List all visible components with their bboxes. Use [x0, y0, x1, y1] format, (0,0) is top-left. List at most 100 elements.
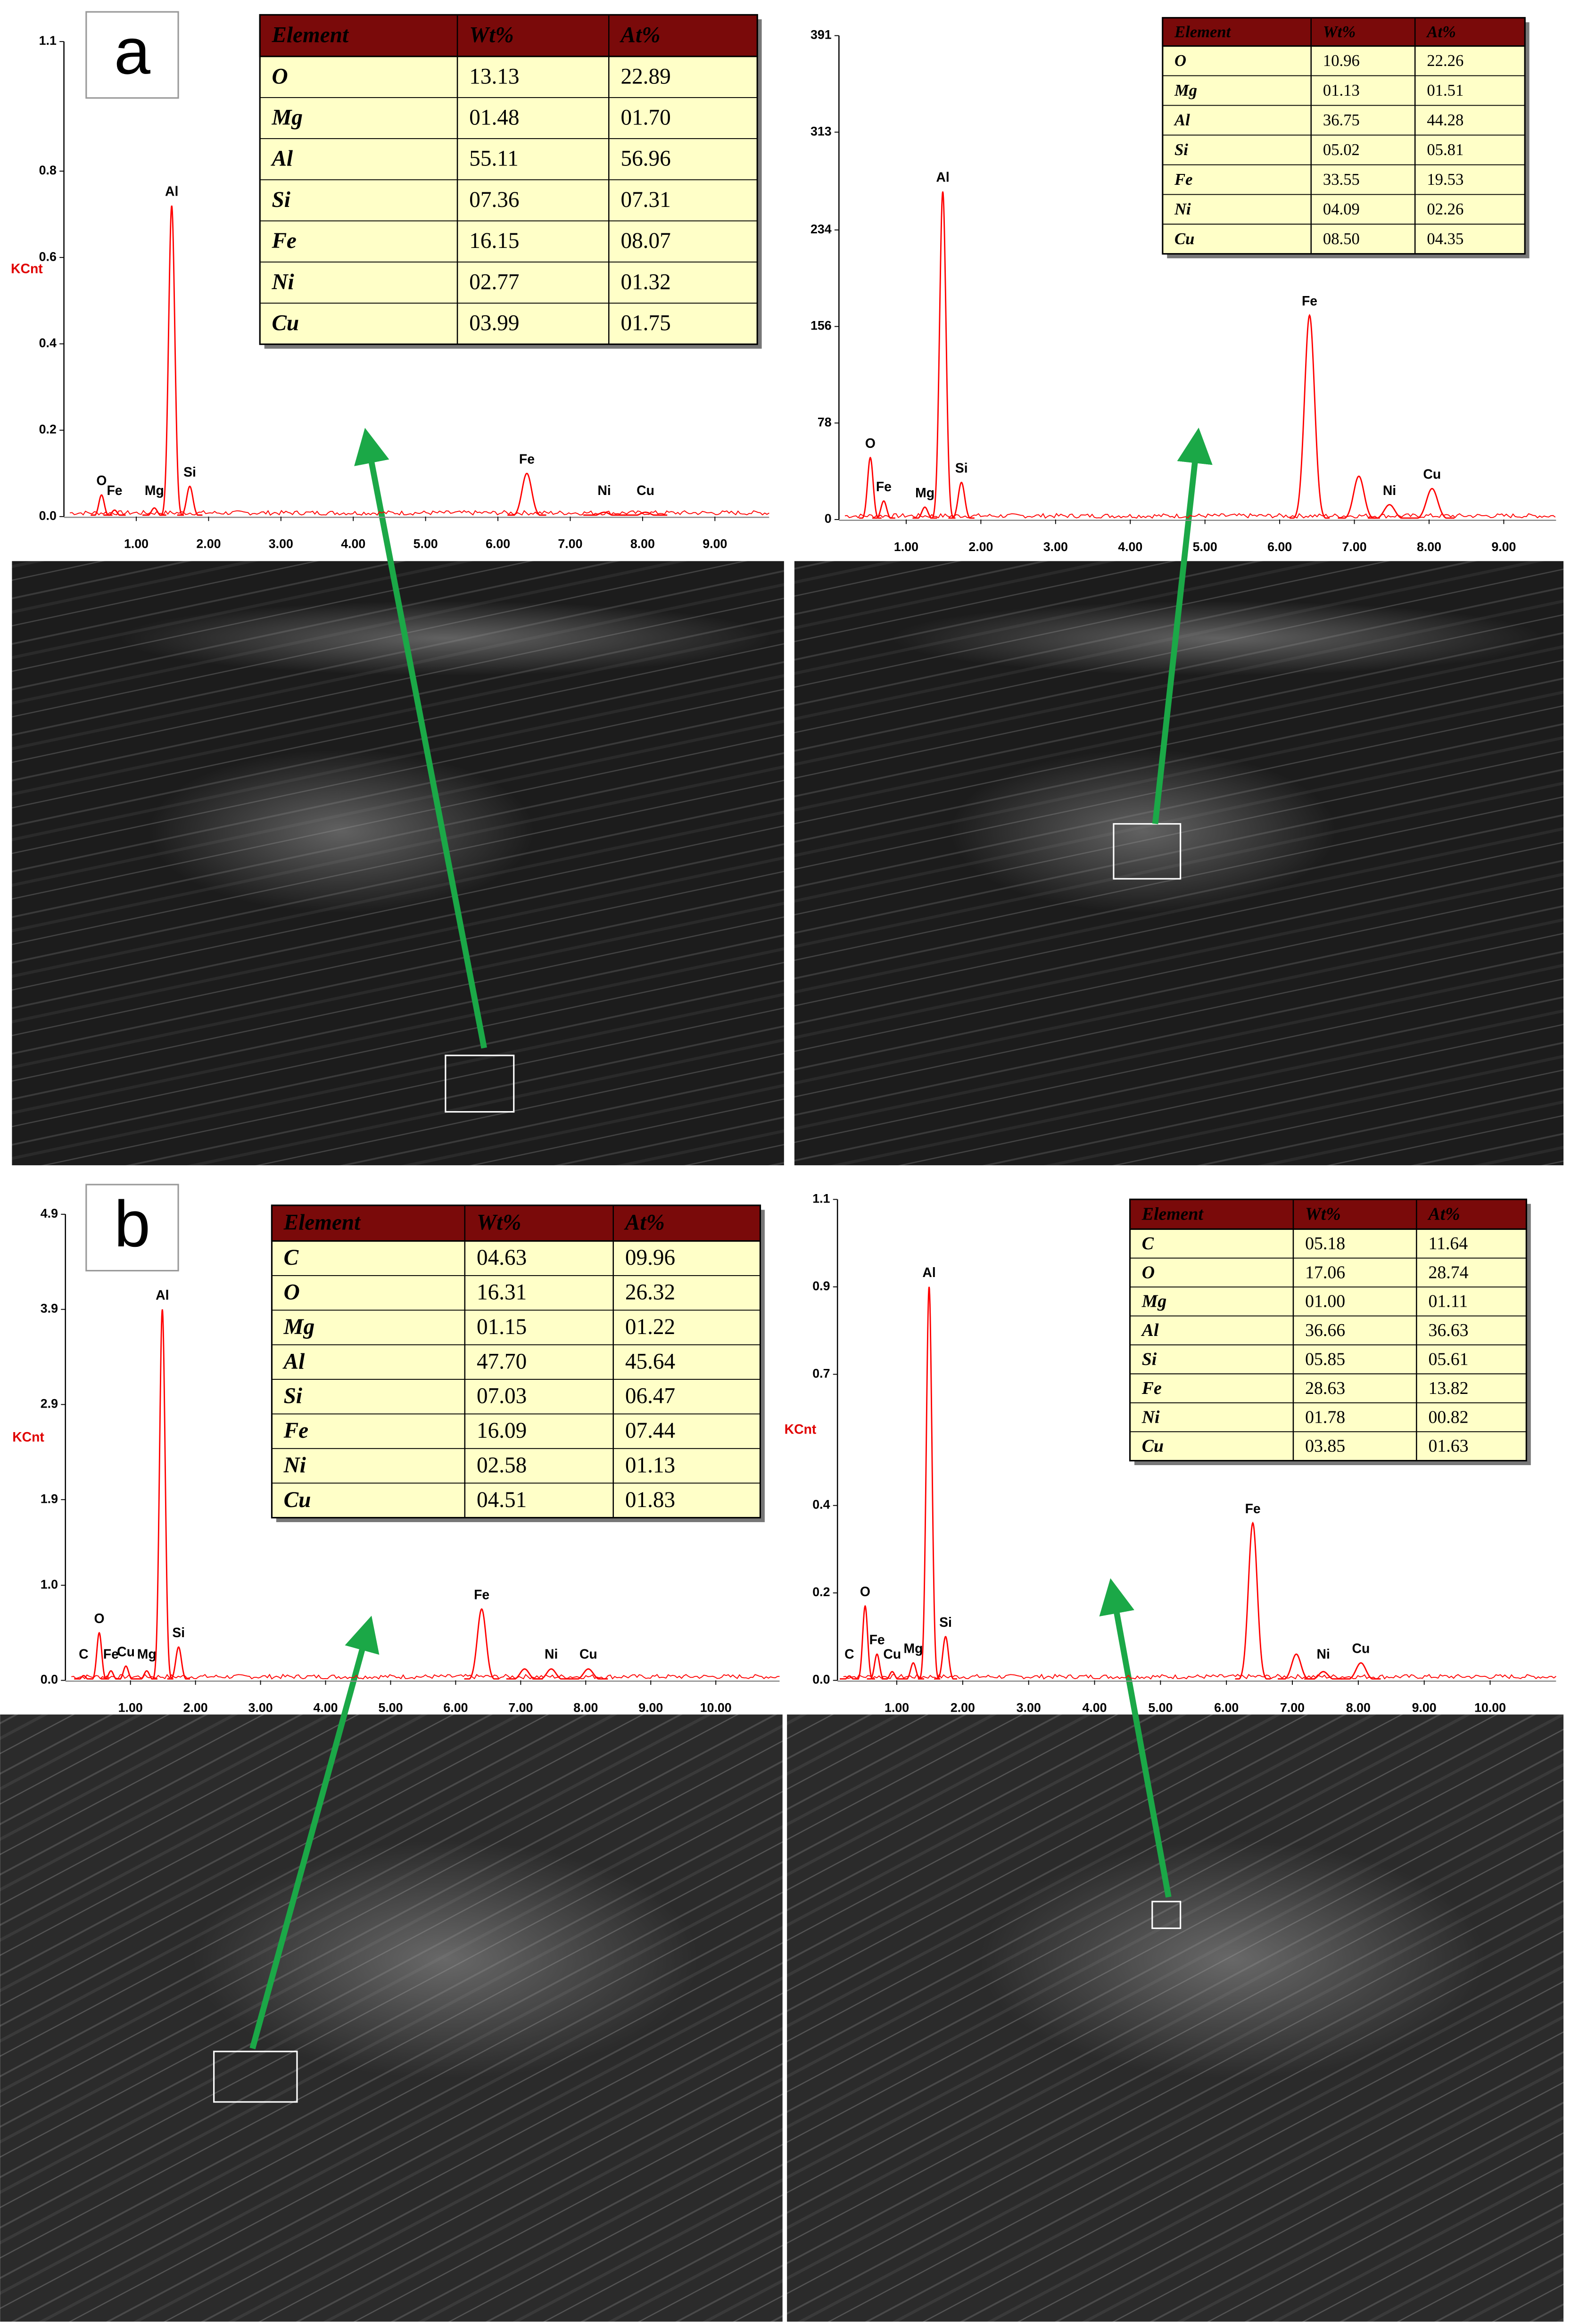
table-cell: 16.09	[477, 1418, 527, 1443]
table-cell: 01.00	[1305, 1292, 1345, 1311]
peak	[1235, 1521, 1271, 1680]
peak-label: Mg	[145, 483, 164, 498]
wear-region	[149, 750, 535, 913]
table-cell: Cu	[272, 311, 299, 336]
peak-label: Si	[183, 465, 196, 480]
peak-label: Mg	[137, 1647, 157, 1662]
y-tick-label: 0.8	[39, 163, 57, 177]
table-cell: 28.63	[1305, 1378, 1345, 1398]
table-header	[1129, 1198, 1527, 1230]
table-cell: Si	[1142, 1349, 1157, 1369]
table-cell: C	[1142, 1234, 1154, 1253]
table-cell: 02.77	[469, 270, 519, 294]
x-tick-label: 3.00	[248, 1701, 273, 1715]
table-cell: 36.75	[1323, 111, 1360, 129]
spectrum-chart: 0 78 156 234 313 391 1.00 2.00 3.00 4.00 5.00 6.00 7…	[810, 28, 1556, 554]
table-cell: 05.18	[1305, 1234, 1345, 1253]
table-header-cell: Element	[1174, 23, 1232, 41]
x-tick-label: 10.00	[700, 1701, 732, 1715]
table-cell: Cu	[1142, 1436, 1164, 1456]
peak-label: Fe	[519, 452, 535, 467]
table-cell: Fe	[271, 229, 296, 253]
peak-label: Al	[165, 184, 178, 199]
y-tick-label: 391	[810, 28, 832, 42]
wear-region	[119, 601, 772, 676]
y-tick-label: 1.9	[41, 1492, 58, 1506]
x-tick-label: 7.00	[558, 537, 582, 551]
x-tick-label: 6.00	[486, 537, 510, 551]
table-cell: Mg	[1141, 1292, 1166, 1311]
peak	[177, 486, 203, 516]
peak-label: Si	[955, 461, 968, 476]
peak	[1409, 488, 1455, 519]
wear-region	[980, 1840, 1485, 2078]
eds-table: Element Wt% At% C 04.63 09.96 O 16.31 26.32 Mg 01.…	[271, 1204, 765, 1522]
y-tick-label: 0.4	[39, 336, 57, 350]
table-cell: Si	[272, 188, 290, 212]
y-axis-label: KCnt	[11, 261, 43, 276]
peak	[1290, 313, 1330, 519]
table-cell: 16.15	[469, 229, 519, 253]
peak	[930, 191, 956, 519]
x-tick-label: 9.00	[703, 537, 727, 551]
table-cell: 01.22	[625, 1315, 675, 1339]
table-cell: 08.07	[620, 229, 670, 253]
sem-images	[0, 561, 1564, 2322]
peak-label: Al	[156, 1288, 169, 1303]
table-cell: Fe	[1174, 171, 1192, 189]
peak-label: Si	[939, 1615, 952, 1630]
table-cell: O	[1142, 1262, 1155, 1282]
selection-boxes	[213, 823, 1182, 2103]
table-cell: 05.81	[1427, 141, 1464, 159]
table-cell: Cu	[1174, 230, 1194, 248]
y-tick-label: 0.7	[812, 1366, 830, 1380]
table-cell: 36.66	[1305, 1320, 1345, 1340]
x-tick-label: 3.00	[1043, 540, 1068, 554]
peak-label: Fe	[1245, 1501, 1261, 1516]
y-tick-label: 78	[818, 415, 832, 429]
table-cell: 01.78	[1305, 1407, 1345, 1427]
arrow	[1099, 1578, 1172, 1898]
table-cell: 26.32	[625, 1280, 675, 1305]
peak	[507, 472, 546, 516]
table-cell: 01.70	[620, 105, 670, 130]
baseline-noise	[843, 1673, 1556, 1680]
table-cell: Mg	[283, 1315, 315, 1339]
peak-label: Mg	[915, 486, 934, 501]
table-cell: 04.35	[1427, 230, 1464, 248]
table-header-cell: Wt%	[477, 1211, 521, 1235]
peak-label: Fe	[103, 1647, 119, 1662]
x-tick-label: 9.00	[1491, 540, 1516, 554]
table-cell: 05.02	[1323, 141, 1360, 159]
arrows	[249, 428, 1213, 2050]
x-tick-label: 9.00	[638, 1701, 663, 1715]
peak-label: O	[865, 436, 876, 451]
panel-label-box	[85, 1184, 179, 1272]
table-cell: 55.11	[469, 147, 518, 171]
y-axis-label: KCnt	[785, 1422, 817, 1437]
table-cell: 01.32	[620, 270, 670, 294]
table-cell: 36.63	[1429, 1320, 1469, 1340]
x-tick-label: 5.00	[413, 537, 438, 551]
x-tick-label: 2.00	[968, 540, 993, 554]
peak-label: C	[79, 1647, 88, 1662]
y-tick-label: 0.0	[39, 509, 57, 523]
table-cell: 16.31	[477, 1280, 527, 1305]
table-header-cell: At%	[1428, 1204, 1460, 1224]
peak-label: Ni	[597, 483, 611, 498]
peak-label: Mg	[904, 1641, 923, 1656]
table-body	[1162, 17, 1526, 255]
peak-label: Cu	[637, 483, 654, 498]
peak	[918, 1286, 941, 1680]
table-cell: Ni	[1174, 200, 1191, 218]
peak-label: Ni	[1383, 483, 1396, 498]
peak	[1341, 1662, 1381, 1680]
table-cell: Cu	[284, 1488, 311, 1512]
x-tick-label: 1.00	[124, 537, 149, 551]
spectrum-chart: 0.0 0.2 0.4 0.7 0.9 1.1 1.00 2.00 3.00 4.00 5.00 6.…	[785, 1191, 1556, 1715]
table-cell: Al	[270, 147, 293, 171]
table-header-cell: Wt%	[1305, 1204, 1341, 1224]
eds-table: Element Wt% At% O 10.96 22.26 Mg 01.13 01.51 Al 36…	[1162, 17, 1530, 258]
table-cell: 04.09	[1323, 200, 1360, 218]
